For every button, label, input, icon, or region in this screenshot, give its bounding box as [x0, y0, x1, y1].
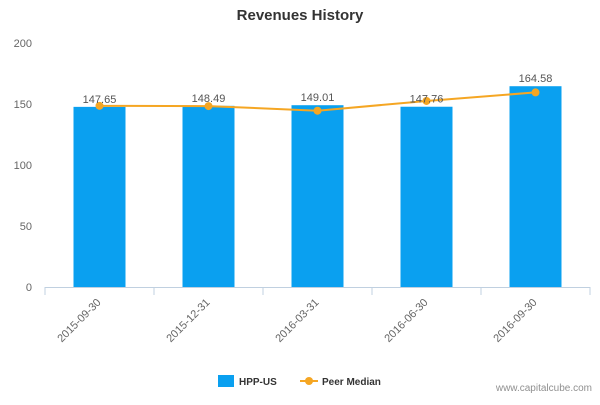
- x-tick-label: 2015-12-31: [164, 297, 212, 345]
- legend-swatch-bar: [218, 375, 234, 387]
- legend-label-bar: HPP-US: [239, 377, 277, 388]
- peer-median-point: [422, 96, 431, 105]
- peer-median-point: [531, 88, 540, 97]
- x-tick-label: 2016-06-30: [382, 297, 430, 345]
- x-tick-label: 2015-09-30: [55, 297, 103, 345]
- data-label: 148.49: [192, 93, 226, 105]
- bar: [400, 106, 453, 287]
- peer-median-point: [204, 102, 213, 111]
- data-label: 147.76: [410, 94, 444, 106]
- bar: [291, 105, 344, 288]
- bar: [509, 86, 562, 287]
- x-tick-label: 2016-09-30: [491, 297, 539, 345]
- peer-median-point: [313, 106, 322, 115]
- bar: [182, 105, 235, 288]
- y-tick-label: 100: [14, 160, 32, 172]
- legend-label-line: Peer Median: [322, 377, 381, 388]
- y-tick-label: 50: [20, 221, 32, 233]
- data-label: 147.65: [83, 94, 117, 106]
- y-tick-label: 0: [26, 282, 32, 294]
- data-label: 149.01: [301, 92, 335, 104]
- chart-title: Revenues History: [236, 7, 364, 24]
- x-tick-label: 2016-03-31: [273, 297, 321, 345]
- peer-median-point: [95, 101, 104, 110]
- y-tick-label: 200: [14, 38, 32, 50]
- data-label: 164.58: [519, 73, 553, 85]
- y-tick-label: 150: [14, 99, 32, 111]
- legend-marker-line: [305, 377, 313, 385]
- bar: [73, 106, 126, 287]
- credit-text: www.capitalcube.com: [495, 383, 592, 394]
